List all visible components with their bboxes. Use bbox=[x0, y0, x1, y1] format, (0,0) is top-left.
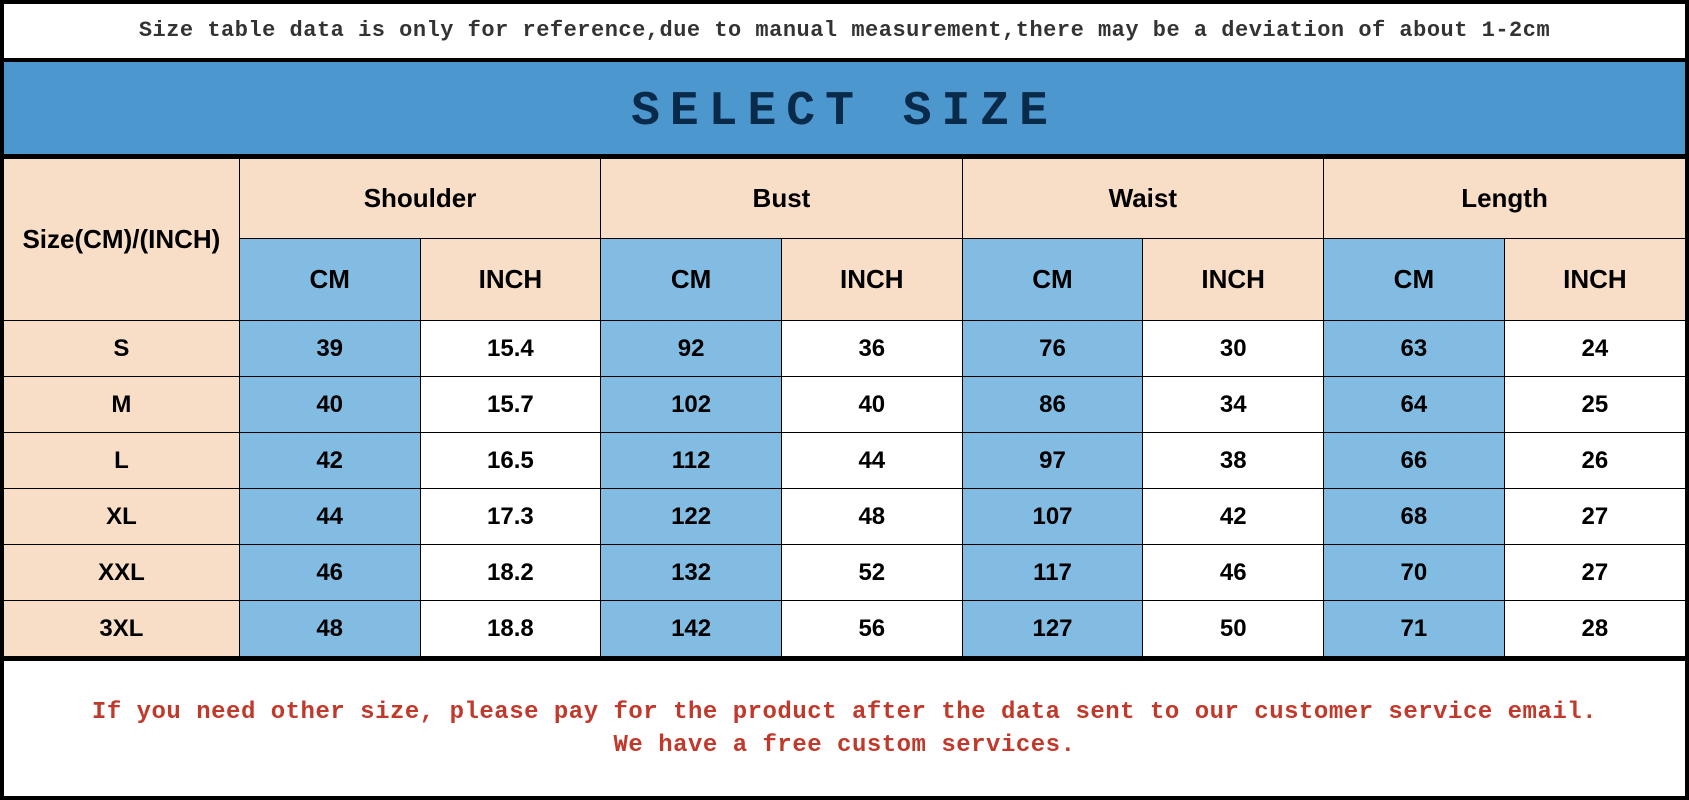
value-cm-cell: 142 bbox=[601, 601, 782, 657]
value-inch-cell: 40 bbox=[781, 377, 962, 433]
value-inch-cell: 56 bbox=[781, 601, 962, 657]
value-inch-cell: 17.3 bbox=[420, 489, 601, 545]
unit-header-cm: CM bbox=[601, 239, 782, 321]
unit-header-inch: INCH bbox=[1143, 239, 1324, 321]
size-table: Size(CM)/(INCH) Shoulder Bust Waist Leng… bbox=[4, 158, 1685, 657]
table-row: S3915.4923676306324 bbox=[4, 321, 1685, 377]
value-cm-cell: 107 bbox=[962, 489, 1143, 545]
value-inch-cell: 28 bbox=[1504, 601, 1685, 657]
unit-header-inch: INCH bbox=[781, 239, 962, 321]
value-inch-cell: 18.2 bbox=[420, 545, 601, 601]
value-inch-cell: 25 bbox=[1504, 377, 1685, 433]
header-row-units: CM INCH CM INCH CM INCH CM INCH bbox=[4, 239, 1685, 321]
measurement-header: Waist bbox=[962, 159, 1323, 239]
table-row: M4015.71024086346425 bbox=[4, 377, 1685, 433]
size-header-cell: Size(CM)/(INCH) bbox=[4, 159, 239, 321]
value-inch-cell: 42 bbox=[1143, 489, 1324, 545]
value-inch-cell: 27 bbox=[1504, 489, 1685, 545]
size-table-body: S3915.4923676306324M4015.71024086346425L… bbox=[4, 321, 1685, 657]
value-cm-cell: 63 bbox=[1324, 321, 1505, 377]
value-cm-cell: 42 bbox=[239, 433, 420, 489]
size-label-cell: M bbox=[4, 377, 239, 433]
value-inch-cell: 50 bbox=[1143, 601, 1324, 657]
title-band: SELECT SIZE bbox=[4, 58, 1685, 158]
value-inch-cell: 34 bbox=[1143, 377, 1324, 433]
value-cm-cell: 66 bbox=[1324, 433, 1505, 489]
value-cm-cell: 112 bbox=[601, 433, 782, 489]
custom-service-note-line2: We have a free custom services. bbox=[4, 732, 1685, 759]
value-inch-cell: 30 bbox=[1143, 321, 1324, 377]
value-inch-cell: 24 bbox=[1504, 321, 1685, 377]
value-inch-cell: 27 bbox=[1504, 545, 1685, 601]
value-cm-cell: 76 bbox=[962, 321, 1143, 377]
value-inch-cell: 16.5 bbox=[420, 433, 601, 489]
value-cm-cell: 97 bbox=[962, 433, 1143, 489]
value-cm-cell: 68 bbox=[1324, 489, 1505, 545]
value-cm-cell: 132 bbox=[601, 545, 782, 601]
value-cm-cell: 48 bbox=[239, 601, 420, 657]
table-row: XL4417.312248107426827 bbox=[4, 489, 1685, 545]
value-inch-cell: 26 bbox=[1504, 433, 1685, 489]
size-label-cell: XXL bbox=[4, 545, 239, 601]
unit-header-inch: INCH bbox=[420, 239, 601, 321]
value-cm-cell: 64 bbox=[1324, 377, 1505, 433]
value-cm-cell: 117 bbox=[962, 545, 1143, 601]
value-cm-cell: 46 bbox=[239, 545, 420, 601]
size-chart-container: Size table data is only for reference,du… bbox=[0, 0, 1689, 800]
value-inch-cell: 44 bbox=[781, 433, 962, 489]
value-inch-cell: 52 bbox=[781, 545, 962, 601]
custom-service-note-line1: If you need other size, please pay for t… bbox=[4, 699, 1685, 726]
value-cm-cell: 39 bbox=[239, 321, 420, 377]
value-cm-cell: 92 bbox=[601, 321, 782, 377]
table-row: XXL4618.213252117467027 bbox=[4, 545, 1685, 601]
value-cm-cell: 44 bbox=[239, 489, 420, 545]
unit-header-cm: CM bbox=[239, 239, 420, 321]
measurement-header: Length bbox=[1324, 159, 1685, 239]
value-cm-cell: 102 bbox=[601, 377, 782, 433]
header-row-measurements: Size(CM)/(INCH) Shoulder Bust Waist Leng… bbox=[4, 159, 1685, 239]
value-cm-cell: 86 bbox=[962, 377, 1143, 433]
size-table-head: Size(CM)/(INCH) Shoulder Bust Waist Leng… bbox=[4, 159, 1685, 321]
value-cm-cell: 127 bbox=[962, 601, 1143, 657]
measurement-header: Bust bbox=[601, 159, 962, 239]
value-inch-cell: 18.8 bbox=[420, 601, 601, 657]
table-row: L4216.51124497386626 bbox=[4, 433, 1685, 489]
value-inch-cell: 15.4 bbox=[420, 321, 601, 377]
custom-service-note: If you need other size, please pay for t… bbox=[4, 657, 1685, 796]
unit-header-cm: CM bbox=[962, 239, 1143, 321]
unit-header-cm: CM bbox=[1324, 239, 1505, 321]
size-label-cell: XL bbox=[4, 489, 239, 545]
value-inch-cell: 38 bbox=[1143, 433, 1324, 489]
value-cm-cell: 122 bbox=[601, 489, 782, 545]
value-inch-cell: 46 bbox=[1143, 545, 1324, 601]
value-inch-cell: 48 bbox=[781, 489, 962, 545]
reference-note: Size table data is only for reference,du… bbox=[4, 4, 1685, 58]
table-row: 3XL4818.814256127507128 bbox=[4, 601, 1685, 657]
size-label-cell: S bbox=[4, 321, 239, 377]
measurement-header: Shoulder bbox=[239, 159, 600, 239]
value-inch-cell: 36 bbox=[781, 321, 962, 377]
size-label-cell: 3XL bbox=[4, 601, 239, 657]
unit-header-inch: INCH bbox=[1504, 239, 1685, 321]
size-label-cell: L bbox=[4, 433, 239, 489]
value-cm-cell: 40 bbox=[239, 377, 420, 433]
value-inch-cell: 15.7 bbox=[420, 377, 601, 433]
value-cm-cell: 71 bbox=[1324, 601, 1505, 657]
value-cm-cell: 70 bbox=[1324, 545, 1505, 601]
